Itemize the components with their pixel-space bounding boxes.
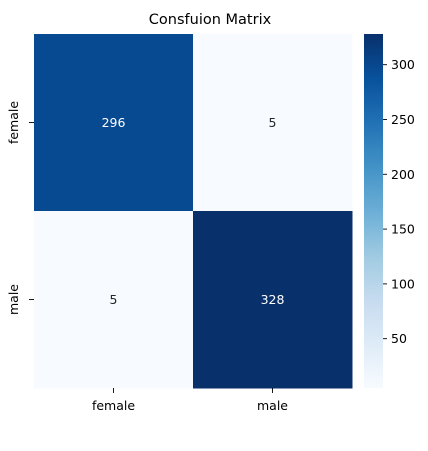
heatmap-cells: 296 5 5 328 <box>34 34 353 389</box>
colorbar-tick-label: 300 <box>391 57 415 72</box>
colorbar-axis: 50 100 150 200 250 300 <box>383 57 415 346</box>
heatmap-cell-female-female <box>34 34 194 212</box>
colorbar-tick-label: 50 <box>391 331 407 346</box>
x-tick-label: male <box>257 398 288 413</box>
cell-value-label: 296 <box>102 115 126 130</box>
cell-value-label: 5 <box>110 292 118 307</box>
y-tick-label: male <box>6 284 21 315</box>
x-tick-label: female <box>92 398 135 413</box>
heatmap-cell-male-female <box>34 211 194 389</box>
y-tick-label: female <box>6 101 21 144</box>
colorbar-tick-label: 200 <box>391 167 415 182</box>
chart-title: Consfuion Matrix <box>149 12 272 28</box>
cell-value-label: 5 <box>269 115 277 130</box>
colorbar-tick-label: 250 <box>391 112 415 127</box>
x-axis: female male <box>92 388 288 413</box>
cell-value-label: 328 <box>261 292 285 307</box>
heatmap-cell-male-male <box>193 211 353 389</box>
colorbar-tick-label: 100 <box>391 276 415 291</box>
colorbar <box>364 34 383 388</box>
colorbar-tick-label: 150 <box>391 222 415 237</box>
y-axis: female male <box>6 101 34 315</box>
heatmap-cell-female-male <box>193 34 353 212</box>
